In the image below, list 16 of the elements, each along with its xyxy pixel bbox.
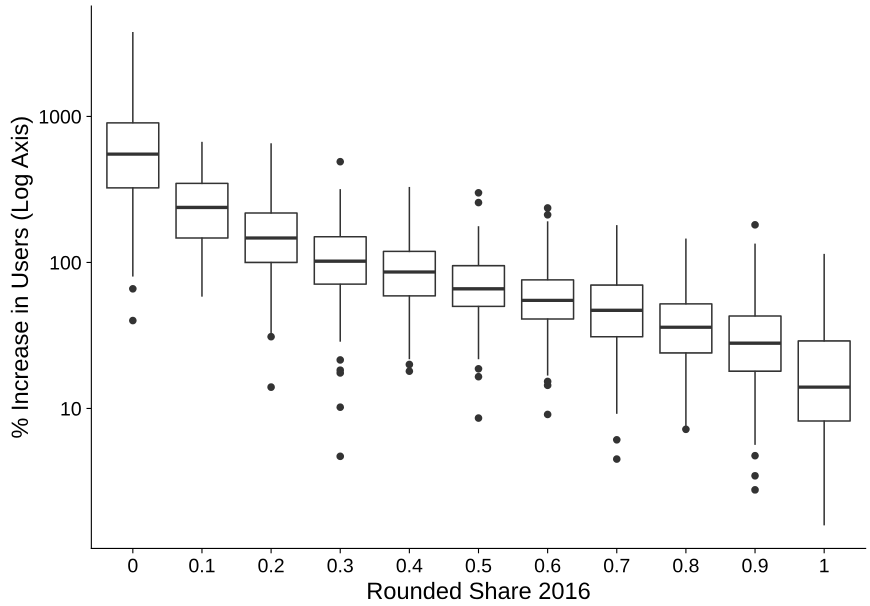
x-tick-label: 0.6 [534, 558, 560, 572]
x-tick-label: 0.8 [673, 558, 699, 572]
x-tick-label: 0.3 [327, 558, 353, 572]
x-tick-label: 0.7 [604, 558, 630, 572]
y-tick-label: 1000 [40, 110, 81, 124]
x-tick-label: 1 [820, 558, 829, 572]
y-tick-label: 100 [50, 256, 81, 270]
y-tick-label: 10 [61, 402, 81, 416]
x-tick-label: 0.1 [189, 558, 215, 572]
x-axis-title: Rounded Share 2016 [368, 582, 590, 600]
x-tick-label: 0.9 [742, 558, 768, 572]
y-axis-title: % Increase in Users (Log Axis) [10, 117, 33, 438]
x-tick-label: 0.2 [258, 558, 284, 572]
x-tick-label: 0 [128, 558, 138, 572]
x-tick-label: 0.5 [466, 558, 492, 572]
x-tick-label: 0.4 [396, 558, 422, 572]
